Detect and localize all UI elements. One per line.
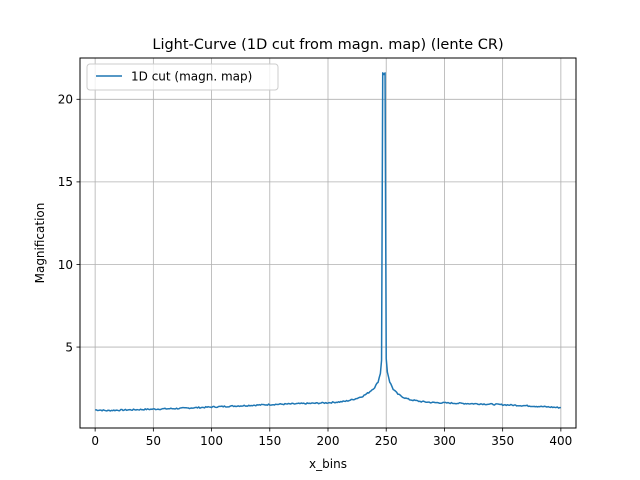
y-tick-label: 20 [58, 93, 73, 107]
y-tick-label: 10 [58, 258, 73, 272]
x-tick-label: 50 [146, 434, 161, 448]
x-tick-label: 300 [433, 434, 456, 448]
x-tick-label: 0 [91, 434, 99, 448]
chart-title: Light-Curve (1D cut from magn. map) (len… [152, 37, 503, 53]
axis-ticks: 0 50 100 150 200 250 300 350 400 5 10 15 20 [58, 93, 573, 448]
y-tick-label: 5 [65, 340, 73, 354]
x-tick-label: 350 [491, 434, 514, 448]
x-tick-label: 100 [200, 434, 223, 448]
x-axis-label: x_bins [309, 457, 347, 471]
x-tick-label: 150 [258, 434, 281, 448]
x-tick-label: 250 [375, 434, 398, 448]
grid-lines [80, 58, 576, 428]
y-axis-label: Magnification [33, 203, 47, 284]
x-tick-label: 200 [317, 434, 340, 448]
legend: 1D cut (magn. map) [87, 64, 278, 90]
x-tick-label: 400 [549, 434, 572, 448]
y-tick-label: 15 [58, 175, 73, 189]
legend-entry-label: 1D cut (magn. map) [131, 70, 252, 84]
